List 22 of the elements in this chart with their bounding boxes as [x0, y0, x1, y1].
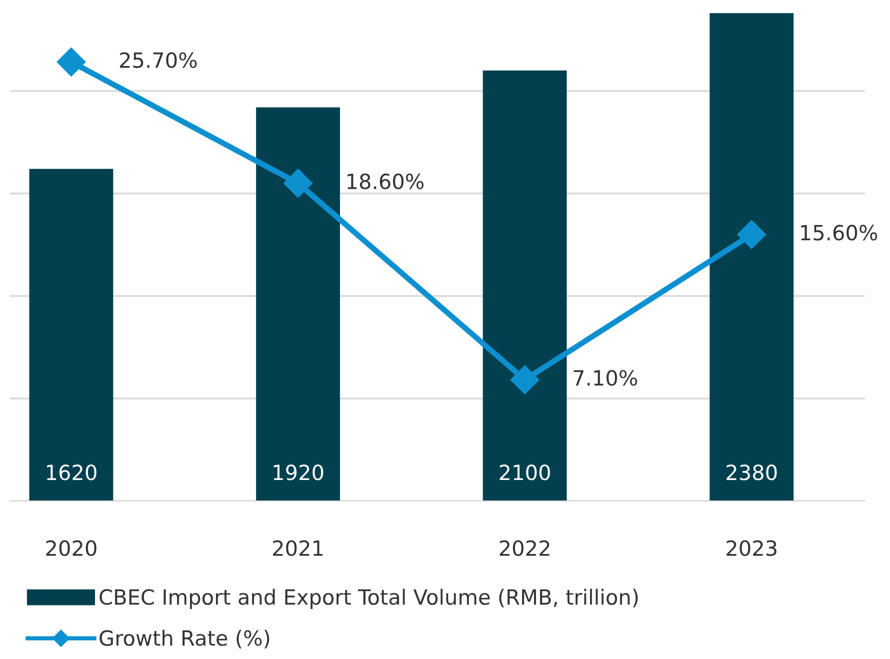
point — [56, 48, 86, 76]
x-tick-label: 2022 — [500, 540, 550, 556]
bar — [710, 13, 794, 501]
data-label: 1620 — [47, 464, 96, 480]
bar — [256, 107, 340, 501]
legend-label: Growth Rate (%) — [100, 630, 270, 648]
bar — [482, 70, 567, 501]
point — [284, 168, 312, 198]
data-label: 18.60% — [348, 174, 424, 190]
legend-label: CBEC Import and Export Total Volume (RMB, trillion) — [100, 588, 638, 609]
x-tick-label: 2020 — [46, 540, 96, 556]
data-label: 25.70% — [120, 52, 197, 68]
x-tick-label: 2023 — [726, 540, 776, 556]
data-label: 2100 — [500, 464, 550, 480]
data-label: 15.60% — [801, 224, 878, 241]
x-tick-label: 2021 — [273, 540, 323, 556]
point — [737, 220, 766, 249]
data-label: 2380 — [726, 464, 777, 480]
data-label: 1920 — [274, 464, 324, 480]
bar — [29, 168, 114, 501]
data-label: 7.10% — [574, 370, 638, 386]
point — [510, 365, 540, 394]
